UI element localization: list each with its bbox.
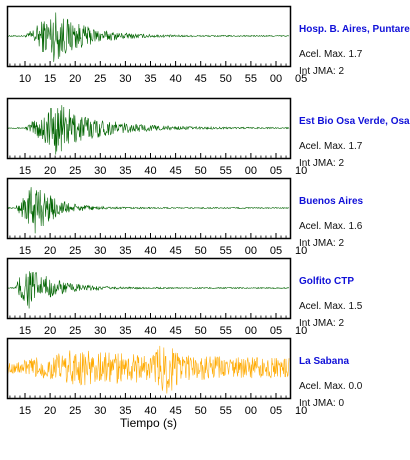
station-name: Hosp. B. Aires, Puntare — [299, 24, 410, 35]
x-tick-label: 40 — [144, 405, 156, 417]
x-axis-label: Tiempo (s) — [120, 416, 177, 430]
x-tick-label: 40 — [144, 325, 156, 337]
x-tick-label: 30 — [94, 405, 106, 417]
station-name: Golfito CTP — [299, 276, 354, 287]
seismogram-plot: 15 20 25 30 35 40 45 50 55 00 05 10 — [6, 97, 307, 177]
seismogram-plot: 15 20 25 30 35 40 45 50 55 00 05 10 — [6, 257, 307, 337]
x-tick-label: 10 — [19, 73, 31, 85]
max-acceleration-text: Acel. Max. 0.0 — [299, 381, 363, 392]
waveform-trace — [7, 187, 290, 234]
x-tick-label: 55 — [245, 73, 257, 85]
x-tick-label: 40 — [144, 165, 156, 177]
x-tick-label: 45 — [169, 325, 181, 337]
plot-frame — [6, 257, 292, 320]
seismogram-plot: 15 20 25 30 35 40 45 50 55 00 05 10 — [6, 177, 307, 257]
x-tick-label: 55 — [220, 325, 232, 337]
x-tick-label: 15 — [19, 405, 31, 417]
station-name: La Sabana — [299, 356, 350, 367]
x-tick-label: 25 — [94, 73, 106, 85]
seismogram-plot: 10 15 20 25 30 35 40 45 50 55 00 05 — [6, 5, 307, 85]
jma-intensity-text: Int JMA: 0 — [299, 398, 345, 409]
x-tick-label: 00 — [270, 73, 282, 85]
plot-frame — [6, 97, 292, 160]
seismogram-panel: 15 20 25 30 35 40 45 50 55 00 05 10 — [6, 97, 307, 188]
x-tick-label: 55 — [220, 165, 232, 177]
x-tick-label: 25 — [69, 405, 81, 417]
x-tick-label: 00 — [245, 165, 257, 177]
x-tick-label: 15 — [44, 73, 56, 85]
x-tick-label: 55 — [220, 405, 232, 417]
x-tick-label: 30 — [94, 245, 106, 257]
x-tick-label: 00 — [245, 245, 257, 257]
seismogram-panel: 15 20 25 30 35 40 45 50 55 00 05 10 — [6, 337, 307, 428]
seismogram-panel: 15 20 25 30 35 40 45 50 55 00 05 10 — [6, 257, 307, 348]
station-name: Buenos Aires — [299, 196, 364, 207]
x-tick-label: 10 — [295, 165, 307, 177]
x-tick-label: 20 — [44, 165, 56, 177]
x-tick-label: 45 — [169, 165, 181, 177]
x-tick-label: 20 — [44, 325, 56, 337]
x-tick-label: 50 — [195, 165, 207, 177]
x-tick-label: 20 — [44, 245, 56, 257]
x-tick-label: 40 — [144, 245, 156, 257]
x-tick-label: 50 — [195, 245, 207, 257]
x-tick-label: 20 — [44, 405, 56, 417]
x-tick-label: 25 — [69, 245, 81, 257]
x-tick-label: 15 — [19, 325, 31, 337]
waveform-trace — [7, 271, 290, 309]
x-tick-label: 05 — [270, 165, 282, 177]
x-tick-label: 05 — [270, 405, 282, 417]
x-tick-label: 05 — [270, 325, 282, 337]
plot-frame — [6, 337, 292, 400]
max-acceleration-text: Acel. Max. 1.5 — [299, 301, 363, 312]
jma-intensity-text: Int JMA: 2 — [299, 318, 345, 329]
x-tick-label: 40 — [169, 73, 181, 85]
x-tick-label: 35 — [144, 73, 156, 85]
x-tick-label: 30 — [119, 73, 131, 85]
max-acceleration-text: Acel. Max. 1.7 — [299, 49, 363, 60]
max-acceleration-text: Acel. Max. 1.6 — [299, 221, 363, 232]
x-tick-label: 10 — [295, 405, 307, 417]
seismogram-panel: 10 15 20 25 30 35 40 45 50 55 00 05 — [6, 5, 307, 96]
station-name: Est Bio Osa Verde, Osa — [299, 116, 410, 127]
x-tick-label: 10 — [295, 245, 307, 257]
x-tick-label: 25 — [69, 165, 81, 177]
plot-frame — [6, 5, 292, 68]
waveform-trace — [7, 345, 290, 394]
x-tick-label: 50 — [220, 73, 232, 85]
x-tick-label: 05 — [270, 245, 282, 257]
x-tick-label: 45 — [195, 73, 207, 85]
x-tick-label: 35 — [119, 325, 131, 337]
jma-intensity-text: Int JMA: 2 — [299, 66, 345, 77]
x-tick-label: 00 — [245, 325, 257, 337]
x-tick-label: 20 — [69, 73, 81, 85]
x-tick-label: 45 — [169, 245, 181, 257]
jma-intensity-text: Int JMA: 2 — [299, 158, 345, 169]
x-tick-label: 35 — [119, 165, 131, 177]
x-tick-label: 00 — [245, 405, 257, 417]
jma-intensity-text: Int JMA: 2 — [299, 238, 345, 249]
x-tick-label: 25 — [69, 325, 81, 337]
x-tick-label: 10 — [295, 325, 307, 337]
x-tick-label: 35 — [119, 405, 131, 417]
x-tick-label: 35 — [119, 245, 131, 257]
seismogram-panel: 15 20 25 30 35 40 45 50 55 00 05 10 — [6, 177, 307, 268]
x-tick-label: 15 — [19, 245, 31, 257]
x-tick-label: 45 — [169, 405, 181, 417]
x-tick-label: 30 — [94, 165, 106, 177]
waveform-trace — [7, 12, 290, 62]
x-tick-label: 30 — [94, 325, 106, 337]
seismogram-plot: 15 20 25 30 35 40 45 50 55 00 05 10 — [6, 337, 307, 417]
x-tick-label: 50 — [195, 405, 207, 417]
x-tick-label: 05 — [295, 73, 307, 85]
x-tick-label: 15 — [19, 165, 31, 177]
max-acceleration-text: Acel. Max. 1.7 — [299, 141, 363, 152]
waveform-trace — [7, 105, 290, 155]
x-tick-label: 50 — [195, 325, 207, 337]
x-tick-label: 55 — [220, 245, 232, 257]
plot-frame — [6, 177, 292, 240]
